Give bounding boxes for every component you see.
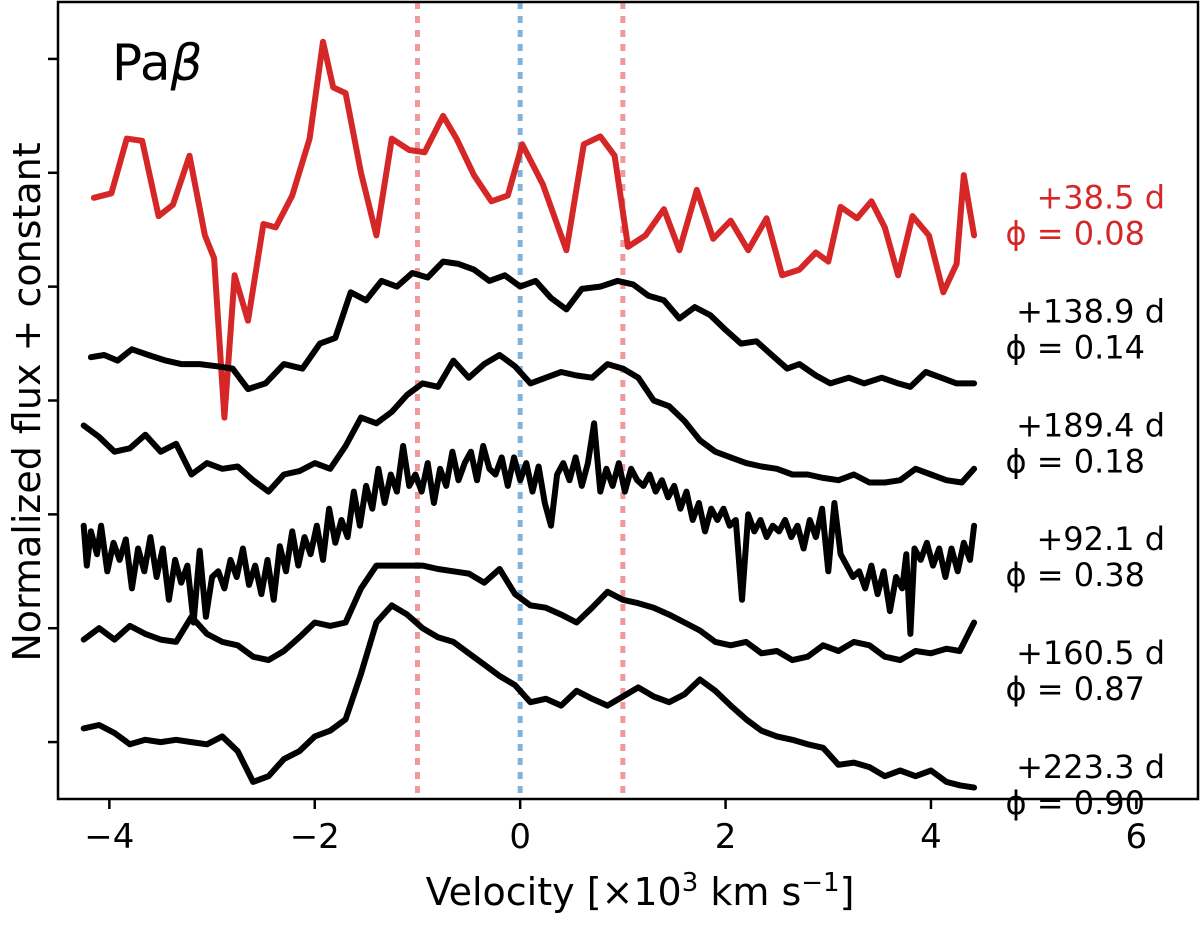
series-lines xyxy=(80,38,978,791)
series-line-4 xyxy=(80,562,978,664)
series-label-0: +38.5 d xyxy=(1036,179,1165,217)
x-tick-label-5: 6 xyxy=(1126,817,1148,857)
series-label-1: +138.9 d xyxy=(1016,292,1165,330)
panel-title: Paβ xyxy=(112,34,202,92)
series-labels: +38.5 dϕ = 0.08+138.9 dϕ = 0.14+189.4 dϕ… xyxy=(1005,179,1165,822)
x-tick-label-4: 4 xyxy=(920,817,942,857)
x-axis-title-sup: 3 xyxy=(682,868,699,898)
series-label-3: +92.1 d xyxy=(1036,520,1165,558)
x-axis-title-suffix: ] xyxy=(840,870,855,914)
series-line-2 xyxy=(80,352,978,495)
series-label-2: +189.4 d xyxy=(1016,406,1165,444)
series-phase-1: ϕ = 0.14 xyxy=(1005,328,1145,366)
series-line-0 xyxy=(90,38,978,421)
series-label-5: +223.3 d xyxy=(1016,748,1165,786)
y-axis-title: Normalized flux + constant xyxy=(5,142,49,661)
panel-title-greek: β xyxy=(170,34,203,92)
series-phase-2: ϕ = 0.18 xyxy=(1005,442,1145,480)
x-axis-title-prefix: Velocity [×10 xyxy=(426,870,682,914)
x-axis-title-sup2: −1 xyxy=(801,868,839,898)
axis-ticks: −4 −2 0 2 4 6 xyxy=(48,57,1148,857)
x-tick-label-1: −2 xyxy=(290,817,340,857)
x-axis-title: Velocity [×103 km s−1] xyxy=(426,868,855,914)
x-tick-label-3: 2 xyxy=(715,817,737,857)
series-phase-5: ϕ = 0.90 xyxy=(1005,784,1145,822)
series-phase-3: ϕ = 0.38 xyxy=(1005,556,1145,594)
series-phase-0: ϕ = 0.08 xyxy=(1005,215,1145,253)
series-phase-4: ϕ = 0.87 xyxy=(1005,670,1145,708)
series-line-3 xyxy=(80,420,978,637)
x-tick-label-0: −4 xyxy=(84,817,134,857)
panel-title-text: Pa xyxy=(112,34,171,92)
x-axis-title-middle: km s xyxy=(698,870,801,914)
x-tick-label-2: 0 xyxy=(509,817,531,857)
reference-lines xyxy=(414,2,626,799)
series-label-4: +160.5 d xyxy=(1016,634,1165,672)
series-line-5 xyxy=(80,602,978,791)
series-line-1 xyxy=(87,258,978,393)
